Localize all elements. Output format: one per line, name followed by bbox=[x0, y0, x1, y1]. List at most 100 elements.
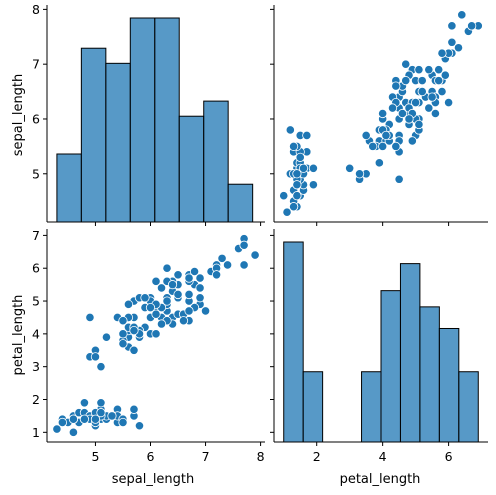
scatter-top-point-147 bbox=[417, 86, 427, 97]
scatter-bottom-point-121 bbox=[123, 299, 134, 309]
sepal-hist-bar-3 bbox=[129, 17, 156, 223]
scatter-bottom-point-44 bbox=[96, 398, 106, 408]
scatter-top-point-49 bbox=[292, 169, 302, 179]
scatter-top-point-47 bbox=[292, 191, 302, 201]
y-tick-label-sepal-length-0: 5 bbox=[32, 166, 40, 181]
scatter-bottom-point-49 bbox=[90, 414, 101, 424]
scatter-bottom-point-81 bbox=[118, 339, 128, 349]
scatter-top-point-89 bbox=[378, 141, 388, 151]
scatter-bottom-point-71 bbox=[151, 329, 161, 339]
scatter-top-point-13 bbox=[282, 207, 292, 217]
y-axis-label-sepal-length: sepal_length bbox=[11, 74, 26, 157]
petal-hist-bar-5 bbox=[380, 290, 401, 443]
petal-hist-bar-6 bbox=[399, 263, 421, 443]
y-tick-label-petal-length-0: 1 bbox=[32, 425, 40, 440]
scatter-top-point-100 bbox=[443, 97, 454, 108]
scatter-bottom-point-138 bbox=[145, 302, 156, 313]
petal-hist-bar-9 bbox=[458, 371, 479, 443]
scatter-top-point-71 bbox=[378, 108, 388, 119]
sepal-hist-bar-6 bbox=[203, 100, 229, 223]
scatter-bottom-point-130 bbox=[222, 260, 233, 270]
petal-hist-bar-0 bbox=[283, 241, 304, 443]
scatter-top-point-145 bbox=[417, 76, 427, 86]
scatter-bottom-point-42 bbox=[57, 417, 68, 428]
scatter-bottom-point-145 bbox=[184, 289, 194, 300]
scatter-bottom-point-149 bbox=[140, 293, 150, 303]
scatter-top-point-107 bbox=[453, 43, 464, 53]
y-tick-label-sepal-length-2: 7 bbox=[32, 57, 40, 72]
scatter-top-point-46 bbox=[298, 163, 309, 173]
panel-petal-length-histogram bbox=[283, 241, 479, 443]
y-tick-label-petal-length-4: 5 bbox=[32, 294, 40, 309]
scatter-bottom-point-146 bbox=[162, 296, 172, 306]
scatter-bottom-point-143 bbox=[189, 266, 200, 277]
petal-hist-bar-4 bbox=[361, 371, 382, 443]
scatter-bottom-point-14 bbox=[134, 421, 145, 431]
scatter-bottom-point-122 bbox=[239, 240, 249, 250]
sepal-hist-bar-5 bbox=[178, 115, 205, 223]
y-axis-label-petal-length: petal_length bbox=[11, 295, 26, 376]
scatter-bottom-point-144 bbox=[184, 273, 194, 283]
x-tick-label-sepal-length-0: 5 bbox=[91, 449, 99, 464]
x-axis-label-petal-length: petal_length bbox=[340, 472, 421, 487]
scatter-top-point-137 bbox=[427, 92, 437, 102]
scatter-top-point-129 bbox=[437, 48, 447, 58]
scatter-bottom-point-46 bbox=[96, 408, 106, 418]
x-tick-label-sepal-length-1: 6 bbox=[147, 449, 155, 464]
x-tick-label-sepal-length-3: 8 bbox=[257, 449, 265, 464]
panel-sepal-length-histogram bbox=[56, 17, 254, 223]
scatter-bottom-point-89 bbox=[118, 329, 128, 339]
scatter-bottom-point-24 bbox=[79, 398, 90, 408]
scatter-top-point-134 bbox=[430, 108, 441, 119]
scatter-top-point-90 bbox=[391, 141, 401, 151]
x-tick-label-petal-length-2: 6 bbox=[445, 449, 453, 464]
scatter-top-point-138 bbox=[404, 114, 414, 124]
scatter-bottom-point-48 bbox=[107, 411, 117, 421]
y-tick-label-petal-length-3: 4 bbox=[32, 326, 40, 341]
y-tick-label-petal-length-5: 6 bbox=[32, 261, 40, 276]
scatter-top-point-86 bbox=[401, 76, 411, 86]
scatter-top-point-141 bbox=[414, 65, 424, 75]
scatter-top-point-45 bbox=[292, 180, 302, 190]
scatter-top-point-146 bbox=[411, 97, 421, 108]
scatter-bottom-point-36 bbox=[118, 417, 128, 428]
x-axis-label-sepal-length: sepal_length bbox=[112, 472, 195, 487]
scatter-top-point-79 bbox=[361, 130, 371, 141]
scatter-top-point-106 bbox=[394, 174, 404, 184]
scatter-top-point-104 bbox=[437, 86, 447, 97]
scatter-top-point-48 bbox=[295, 152, 305, 162]
scatter-top-point-122 bbox=[467, 21, 477, 31]
scatter-bottom-point-99 bbox=[129, 325, 139, 336]
scatter-bottom-point-97 bbox=[156, 319, 167, 329]
scatter-bottom-point-50 bbox=[200, 306, 211, 316]
scatter-top-point-121 bbox=[407, 136, 417, 146]
x-tick-label-petal-length-1: 4 bbox=[379, 449, 387, 464]
scatter-bottom-point-141 bbox=[195, 293, 205, 303]
scatter-bottom-point-79 bbox=[129, 345, 139, 355]
scatter-bottom-point-104 bbox=[173, 270, 183, 280]
scatter-bottom-point-148 bbox=[156, 283, 167, 293]
scatter-top-point-36 bbox=[289, 141, 299, 151]
scatter-bottom-point-107 bbox=[217, 253, 227, 263]
petal-hist-bar-7 bbox=[419, 306, 440, 443]
scatter-bottom-point-47 bbox=[68, 414, 79, 424]
y-tick-label-petal-length-1: 2 bbox=[32, 392, 40, 407]
scatter-top-point-22 bbox=[279, 191, 289, 201]
scatter-bottom-point-120 bbox=[195, 273, 205, 283]
scatter-top-point-50 bbox=[401, 59, 411, 69]
scatter-top-point-42 bbox=[289, 202, 299, 212]
scatter-bottom-point-75 bbox=[178, 316, 189, 326]
petal-hist-bar-1 bbox=[302, 371, 324, 443]
panel-sepal-vs-petal-scatter bbox=[52, 234, 260, 437]
y-tick-label-sepal-length-1: 6 bbox=[32, 111, 40, 126]
axis-spines bbox=[46, 5, 488, 443]
scatter-bottom-point-129 bbox=[211, 270, 222, 280]
y-tick-label-petal-length-6: 7 bbox=[32, 228, 40, 243]
scatter-top-point-18 bbox=[302, 130, 312, 141]
sepal-hist-bar-1 bbox=[80, 47, 107, 223]
scatter-bottom-point-100 bbox=[162, 263, 172, 273]
scatter-bottom-point-135 bbox=[239, 260, 249, 270]
scatter-bottom-point-147 bbox=[173, 289, 183, 300]
scatter-top-point-81 bbox=[368, 141, 378, 151]
